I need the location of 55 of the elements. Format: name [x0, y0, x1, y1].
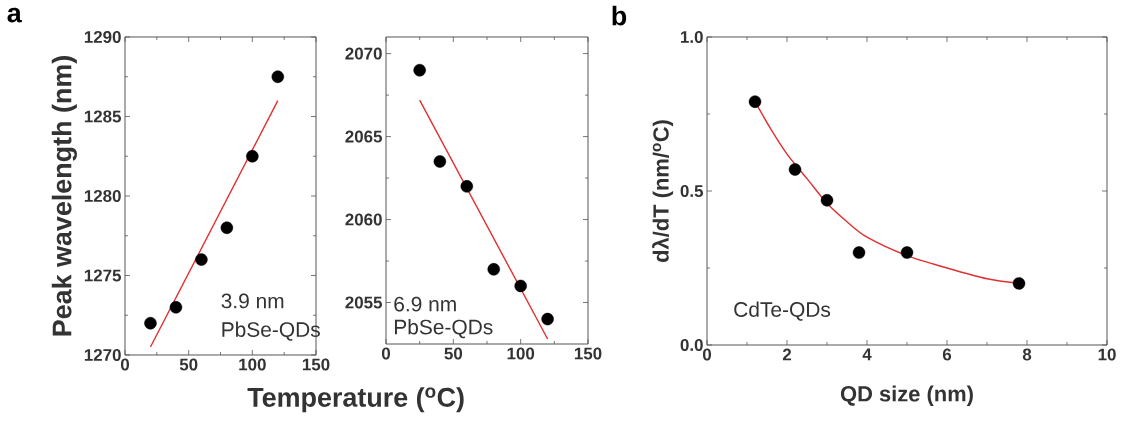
y-tick-label: 1290 — [84, 31, 121, 43]
x-tick-label: 150 — [302, 358, 330, 371]
point — [900, 246, 914, 259]
point — [748, 95, 762, 108]
x-tick-label: 10 — [1098, 348, 1116, 361]
x-tick-label: 50 — [179, 358, 198, 371]
y-axis-title: dλ/dT (nm/$^{o}$C) — [652, 120, 674, 262]
y-tick-label: 1270 — [84, 349, 121, 361]
point — [220, 221, 234, 234]
y-tick-label: 0.0 — [680, 339, 703, 351]
x-tick-label: 0 — [702, 348, 712, 361]
y-tick-label: 1.0 — [681, 31, 703, 43]
y-tick-label: 2070 — [345, 47, 382, 60]
annotation: 3.9 nm — [221, 293, 284, 309]
x-tick-label: 0 — [381, 347, 391, 360]
x-tick-label: 100 — [239, 358, 266, 371]
y-tick-label: 0.5 — [680, 185, 704, 197]
x-tick-label: 8 — [1022, 348, 1032, 361]
point — [413, 63, 426, 77]
point — [460, 180, 473, 193]
point — [144, 317, 157, 330]
y-tick-label: 1275 — [84, 269, 122, 282]
annotation: PbSe-QDs — [394, 319, 493, 339]
point — [820, 194, 834, 207]
point — [169, 301, 183, 314]
point — [852, 246, 866, 259]
point — [514, 279, 527, 293]
y-tick-label: 1285 — [84, 110, 122, 123]
point — [433, 155, 447, 168]
x-tick-label: 150 — [574, 347, 602, 360]
x-tick-label: 2 — [782, 348, 792, 361]
annotation: PbSe-QDs — [222, 321, 320, 341]
y-axis-title: Peak wavelength (nm) — [51, 56, 77, 336]
x-tick-label: 100 — [507, 347, 535, 360]
point — [271, 70, 284, 83]
annotation: 6.9 nm — [394, 296, 456, 312]
point — [195, 253, 208, 266]
y-tick-label: 2065 — [345, 130, 383, 143]
y-tick-label: 2060 — [345, 213, 382, 226]
x-axis-title: QD size (nm) — [840, 385, 973, 406]
point — [1012, 277, 1026, 290]
x-tick-label: 50 — [444, 347, 463, 360]
point — [541, 312, 554, 326]
y-tick-label: 2055 — [345, 296, 383, 309]
annotation: CdTe-QDs — [734, 301, 831, 321]
x-tick-label: 0 — [120, 358, 130, 371]
y-tick-label: 1280 — [84, 190, 121, 202]
chart-title: a — [7, 7, 22, 23]
point — [246, 150, 259, 163]
point — [487, 263, 500, 276]
x-axis-title: Temperature ($^{o}$C) — [247, 387, 464, 413]
chart-title: b — [612, 5, 627, 26]
x-tick-label: 6 — [942, 348, 952, 361]
point — [788, 163, 802, 176]
x-tick-label: 4 — [862, 348, 872, 361]
